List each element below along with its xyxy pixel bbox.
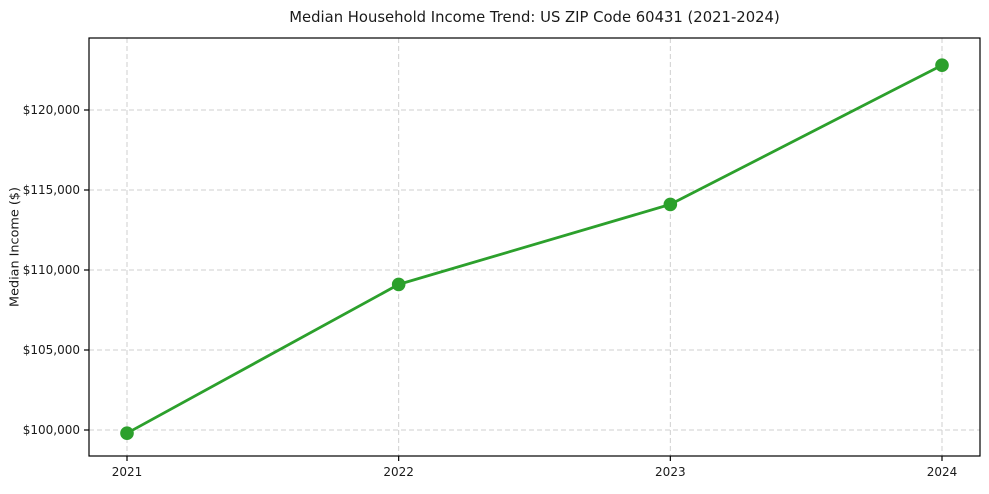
chart-title: Median Household Income Trend: US ZIP Co… xyxy=(289,9,780,26)
tick-marks xyxy=(84,109,943,461)
x-tick-label: 2024 xyxy=(927,465,958,479)
y-tick-label: $110,000 xyxy=(23,263,80,277)
gridlines xyxy=(89,38,980,456)
x-tick-label: 2022 xyxy=(383,465,414,479)
y-tick-label: $120,000 xyxy=(23,103,80,117)
data-point-2022 xyxy=(391,277,406,292)
data-point-2021 xyxy=(120,426,134,441)
y-tick-label: $100,000 xyxy=(23,423,80,437)
x-tick-label: 2023 xyxy=(655,465,686,479)
y-tick-label: $105,000 xyxy=(23,343,80,357)
y-axis-title: Median Income ($) xyxy=(7,187,23,307)
plot-border xyxy=(88,37,981,457)
y-tick-label: $115,000 xyxy=(23,183,80,197)
data-point-2023 xyxy=(663,197,678,212)
trend-line xyxy=(125,63,944,435)
x-tick-label: 2021 xyxy=(112,465,143,479)
data-point-2024 xyxy=(935,58,949,72)
